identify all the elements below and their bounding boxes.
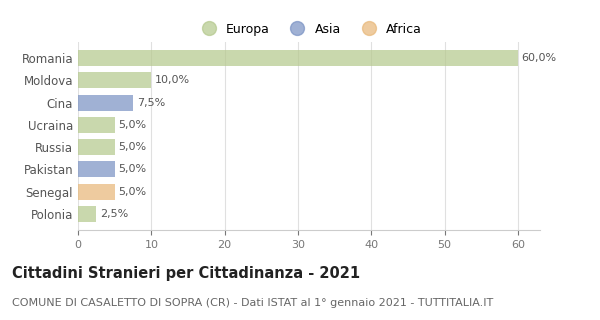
Bar	[78, 95, 133, 111]
Text: 5,0%: 5,0%	[118, 142, 146, 152]
Text: COMUNE DI CASALETTO DI SOPRA (CR) - Dati ISTAT al 1° gennaio 2021 - TUTTITALIA.I: COMUNE DI CASALETTO DI SOPRA (CR) - Dati…	[12, 298, 493, 308]
Bar	[78, 161, 115, 177]
Bar	[78, 50, 518, 66]
Text: 5,0%: 5,0%	[118, 120, 146, 130]
Text: 5,0%: 5,0%	[118, 164, 146, 174]
Bar	[78, 117, 115, 133]
Bar	[78, 206, 97, 222]
Text: Cittadini Stranieri per Cittadinanza - 2021: Cittadini Stranieri per Cittadinanza - 2…	[12, 266, 360, 281]
Legend: Europa, Asia, Africa: Europa, Asia, Africa	[191, 18, 427, 41]
Text: 7,5%: 7,5%	[137, 98, 165, 108]
Text: 5,0%: 5,0%	[118, 187, 146, 196]
Bar	[78, 184, 115, 200]
Text: 2,5%: 2,5%	[100, 209, 128, 219]
Text: 10,0%: 10,0%	[155, 76, 190, 85]
Text: 60,0%: 60,0%	[521, 53, 557, 63]
Bar	[78, 139, 115, 155]
Bar	[78, 72, 151, 88]
